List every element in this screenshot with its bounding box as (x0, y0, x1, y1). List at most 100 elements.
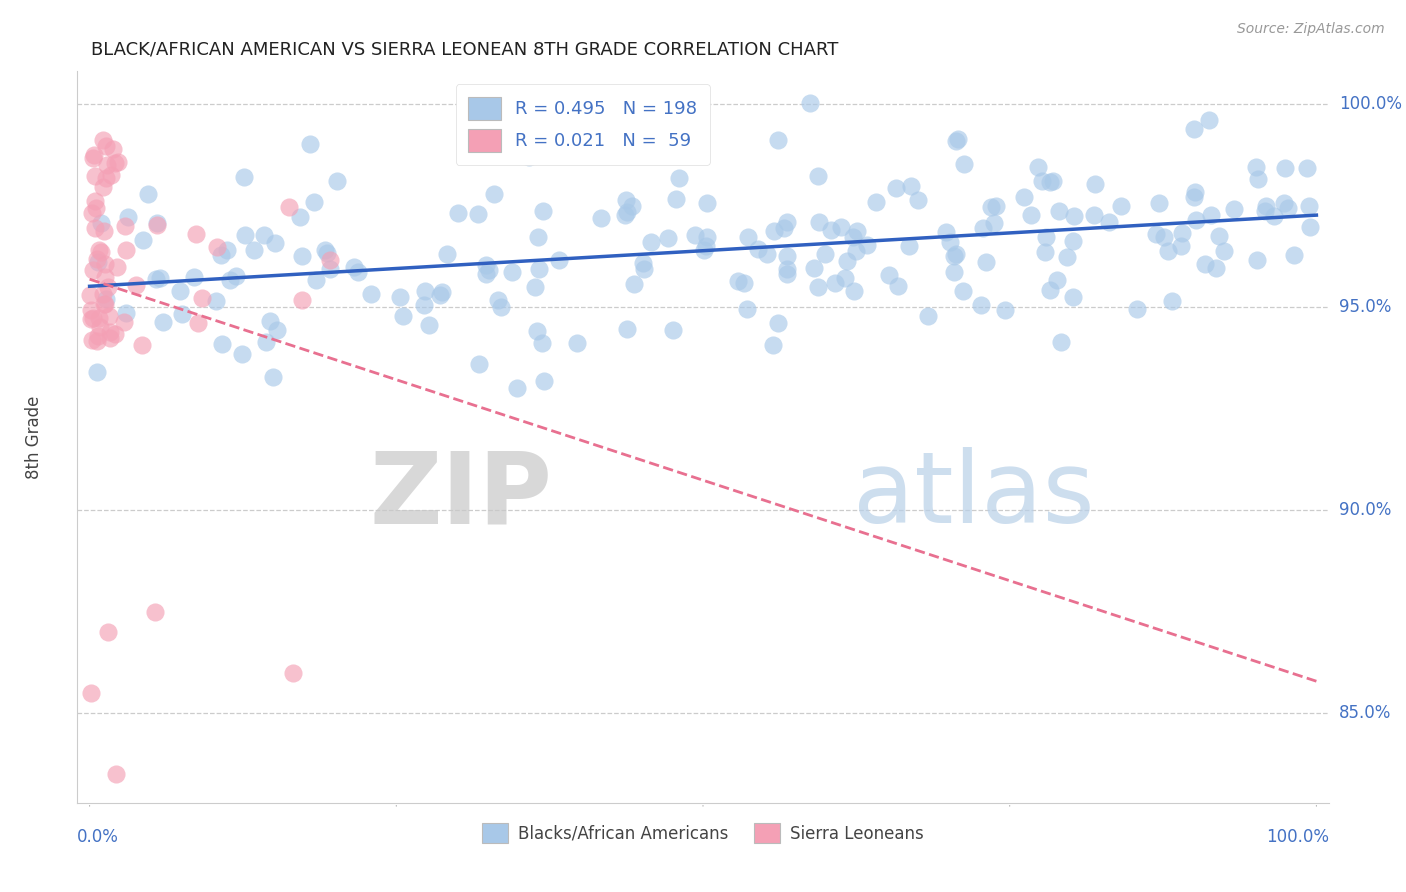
Point (187, 317, 209, 331)
Point (218, 273, 240, 287)
Point (105, 260, 128, 274)
Point (824, 277, 846, 291)
Point (1263, 209, 1285, 223)
Point (527, 230, 550, 244)
Point (799, 96, 821, 111)
Point (1182, 121, 1205, 136)
Point (205, 293, 228, 308)
Text: 100.0%: 100.0% (1339, 95, 1402, 113)
Point (953, 156, 976, 170)
Point (112, 316, 135, 330)
Point (82, 333, 104, 347)
Point (302, 195, 325, 210)
Point (1247, 171, 1270, 186)
Point (117, 210, 139, 224)
Point (305, 272, 328, 286)
Point (665, 192, 688, 206)
Point (1254, 199, 1277, 213)
Point (616, 322, 638, 336)
Point (84, 169, 107, 183)
Point (125, 277, 148, 292)
Point (662, 322, 685, 336)
Point (807, 169, 830, 183)
Point (97, 625, 120, 640)
Point (186, 227, 208, 241)
Text: atlas: atlas (853, 447, 1095, 544)
Point (972, 221, 994, 235)
Point (1201, 208, 1223, 222)
Point (1246, 253, 1268, 268)
Point (475, 268, 498, 282)
Point (1038, 176, 1060, 190)
Point (820, 223, 842, 237)
Point (939, 235, 962, 250)
Point (90, 244, 112, 259)
Point (696, 195, 718, 210)
Point (82, 311, 104, 326)
Point (264, 235, 287, 250)
Point (87, 255, 110, 269)
Point (253, 227, 276, 242)
Point (1161, 294, 1184, 309)
Point (762, 224, 785, 238)
Text: ZIP: ZIP (370, 447, 553, 544)
Point (845, 244, 868, 258)
Point (343, 260, 366, 274)
Point (1062, 290, 1084, 304)
Point (1185, 212, 1208, 227)
Point (82, 151, 104, 165)
Point (94, 257, 117, 271)
Point (1047, 203, 1070, 218)
Point (1299, 219, 1322, 234)
Point (531, 203, 554, 218)
Point (983, 215, 1005, 229)
Point (631, 256, 654, 270)
Point (1019, 208, 1042, 222)
Point (115, 243, 138, 257)
Point (834, 271, 856, 285)
Point (131, 338, 153, 352)
Point (1098, 215, 1121, 229)
Point (90, 215, 112, 229)
Point (1026, 160, 1049, 174)
Point (82, 263, 104, 277)
Point (814, 247, 837, 261)
Point (1244, 160, 1267, 174)
Point (877, 268, 900, 283)
Point (489, 300, 512, 314)
Point (418, 318, 440, 333)
Point (565, 336, 588, 351)
Point (86, 252, 108, 267)
Point (884, 180, 907, 194)
Point (107, 154, 129, 169)
Text: 90.0%: 90.0% (1339, 501, 1391, 519)
Point (683, 228, 706, 243)
Point (347, 265, 370, 279)
Point (773, 221, 796, 235)
Point (756, 246, 779, 260)
Point (298, 137, 321, 152)
Point (143, 605, 166, 619)
Point (842, 284, 865, 298)
Point (1050, 334, 1073, 349)
Point (170, 308, 193, 322)
Point (259, 314, 281, 328)
Point (640, 235, 662, 249)
Point (696, 230, 718, 244)
Point (943, 265, 966, 279)
Point (842, 229, 865, 244)
Point (886, 279, 908, 293)
Point (1295, 161, 1317, 176)
Point (984, 199, 1007, 213)
Point (945, 247, 967, 261)
Point (152, 315, 174, 329)
Point (897, 239, 920, 253)
Point (1144, 227, 1167, 242)
Point (97, 280, 120, 294)
Point (205, 240, 228, 254)
Point (326, 174, 349, 188)
Point (803, 261, 825, 276)
Point (447, 205, 470, 219)
Point (517, 150, 540, 164)
Point (96, 292, 118, 306)
